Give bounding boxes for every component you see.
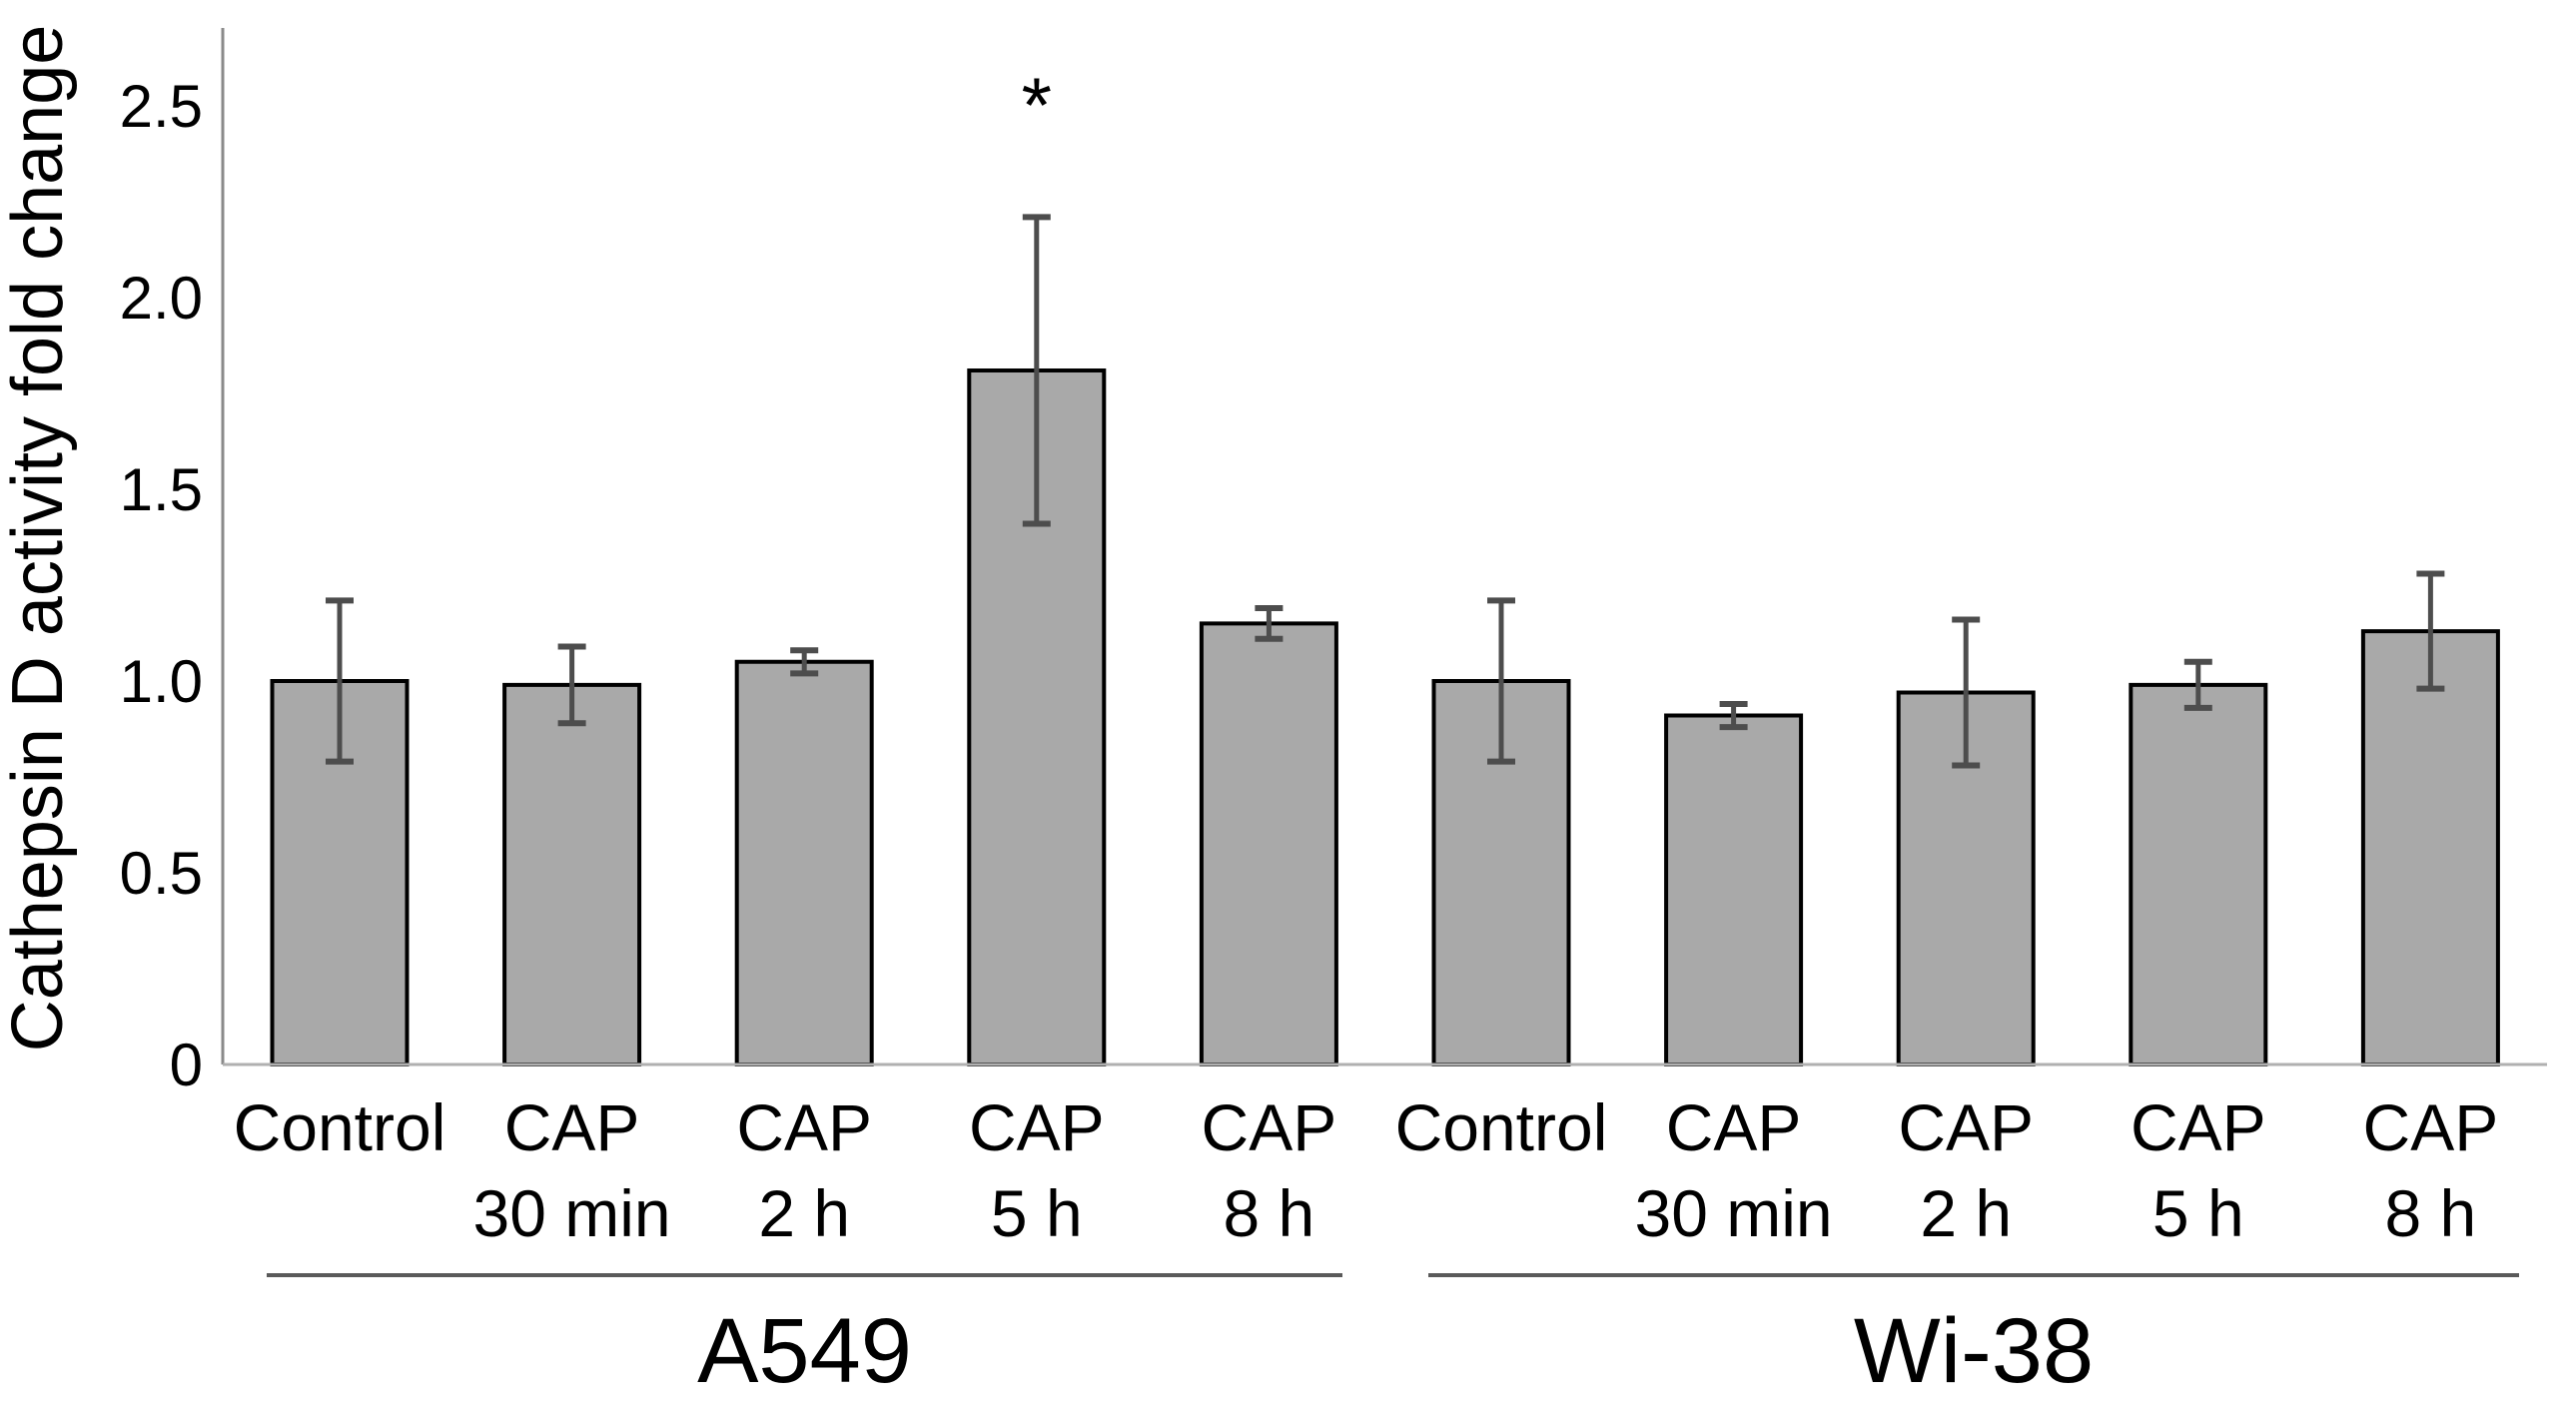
y-axis-title: Cathepsin D activity fold change <box>0 25 78 1053</box>
y-tick-label: 0 <box>170 1032 203 1098</box>
bar <box>2360 629 2500 1066</box>
x-tick-label-line1: CAP <box>969 1090 1105 1164</box>
y-tick-label: 0.5 <box>120 840 203 907</box>
x-tick-label-line1: CAP <box>2363 1090 2499 1164</box>
x-tick-label-line1: CAP <box>504 1090 640 1164</box>
x-tick-label-line2: 2 h <box>1920 1176 2012 1250</box>
x-tick-label-line2: 8 h <box>2385 1176 2477 1250</box>
x-tick-label-line2: 30 min <box>473 1176 671 1250</box>
x-tick-label-line1: CAP <box>2131 1090 2266 1164</box>
x-tick-label-line1: CAP <box>1666 1090 1802 1164</box>
group-label: Wi-38 <box>1854 1300 2094 1402</box>
x-tick-label-line1: Control <box>234 1090 446 1164</box>
x-tick-label-line1: CAP <box>736 1090 872 1164</box>
x-tick-label-line2: 5 h <box>2152 1176 2244 1250</box>
bar <box>2129 682 2268 1066</box>
y-tick-label: 2.0 <box>120 265 203 332</box>
significance-asterisk: * <box>1022 61 1052 149</box>
x-tick-label-line1: CAP <box>1898 1090 2034 1164</box>
plot-area: 0 0.5 1.0 1.5 2.0 2.5 Control CAP 30 min CAP 2 h CA… <box>120 28 2547 1402</box>
y-tick-label: 1.5 <box>120 456 203 523</box>
bar <box>1199 621 1338 1066</box>
x-tick-label-line2: 2 h <box>758 1176 850 1250</box>
bar <box>734 659 874 1066</box>
x-tick-label-line1: Control <box>1395 1090 1608 1164</box>
x-tick-label-line2: 30 min <box>1635 1176 1833 1250</box>
x-tick-label-line2: 5 h <box>991 1176 1083 1250</box>
bar <box>1664 713 1804 1066</box>
x-tick-label-line1: CAP <box>1202 1090 1337 1164</box>
x-tick-label-line2: 8 h <box>1224 1176 1315 1250</box>
y-tick-label: 2.5 <box>120 73 203 140</box>
group-label: A549 <box>697 1300 912 1402</box>
bar <box>502 682 642 1066</box>
y-tick-label: 1.0 <box>120 648 203 715</box>
